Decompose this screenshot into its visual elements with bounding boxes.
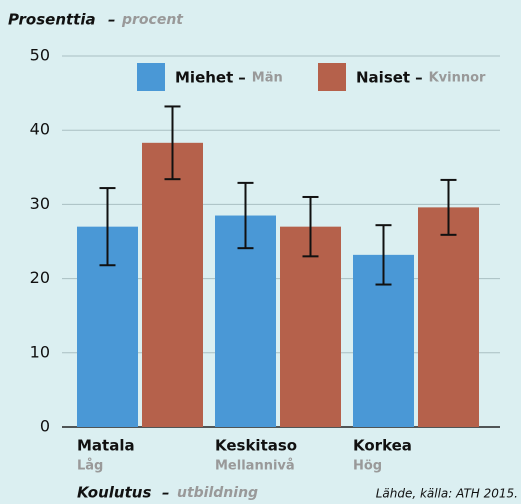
y-tick-label: 30 [30, 194, 50, 213]
legend-label: Naiset [356, 69, 410, 87]
source: Lähde, källa: ATH 2015. [376, 487, 518, 501]
separator: – [238, 69, 246, 87]
bar [215, 215, 276, 427]
bar [418, 207, 479, 427]
legend-swatch [137, 63, 165, 91]
x-tick-label-sv: Låg [77, 459, 103, 474]
x-tick-label-sv: Mellannivå [215, 459, 295, 474]
legend-label: Miehet [175, 69, 233, 87]
y-tick-label: 20 [30, 268, 50, 287]
bar [280, 226, 341, 427]
y-tick-label: 0 [40, 417, 50, 436]
x-tick-label-sv: Hög [353, 459, 382, 474]
legend-label-sv: Kvinnor [429, 71, 486, 86]
legend-swatch [318, 63, 346, 91]
y-axis-label: Prosenttia [8, 11, 96, 29]
bar [142, 142, 203, 427]
x-axis-label: Koulutus [77, 484, 151, 502]
x-tick-label: Matala [77, 437, 135, 455]
separator: – [162, 484, 170, 502]
separator: – [415, 69, 423, 87]
x-tick-label: Keskitaso [215, 437, 297, 455]
y-tick-label: 10 [30, 342, 50, 361]
x-tick-label: Korkea [353, 437, 412, 455]
separator: – [108, 11, 116, 29]
legend-label-sv: Män [252, 71, 283, 86]
y-tick-label: 40 [30, 120, 50, 139]
x-axis-label-sv: utbildning [177, 485, 258, 501]
y-tick-label: 50 [30, 46, 50, 65]
y-axis-label-sv: procent [121, 12, 184, 28]
